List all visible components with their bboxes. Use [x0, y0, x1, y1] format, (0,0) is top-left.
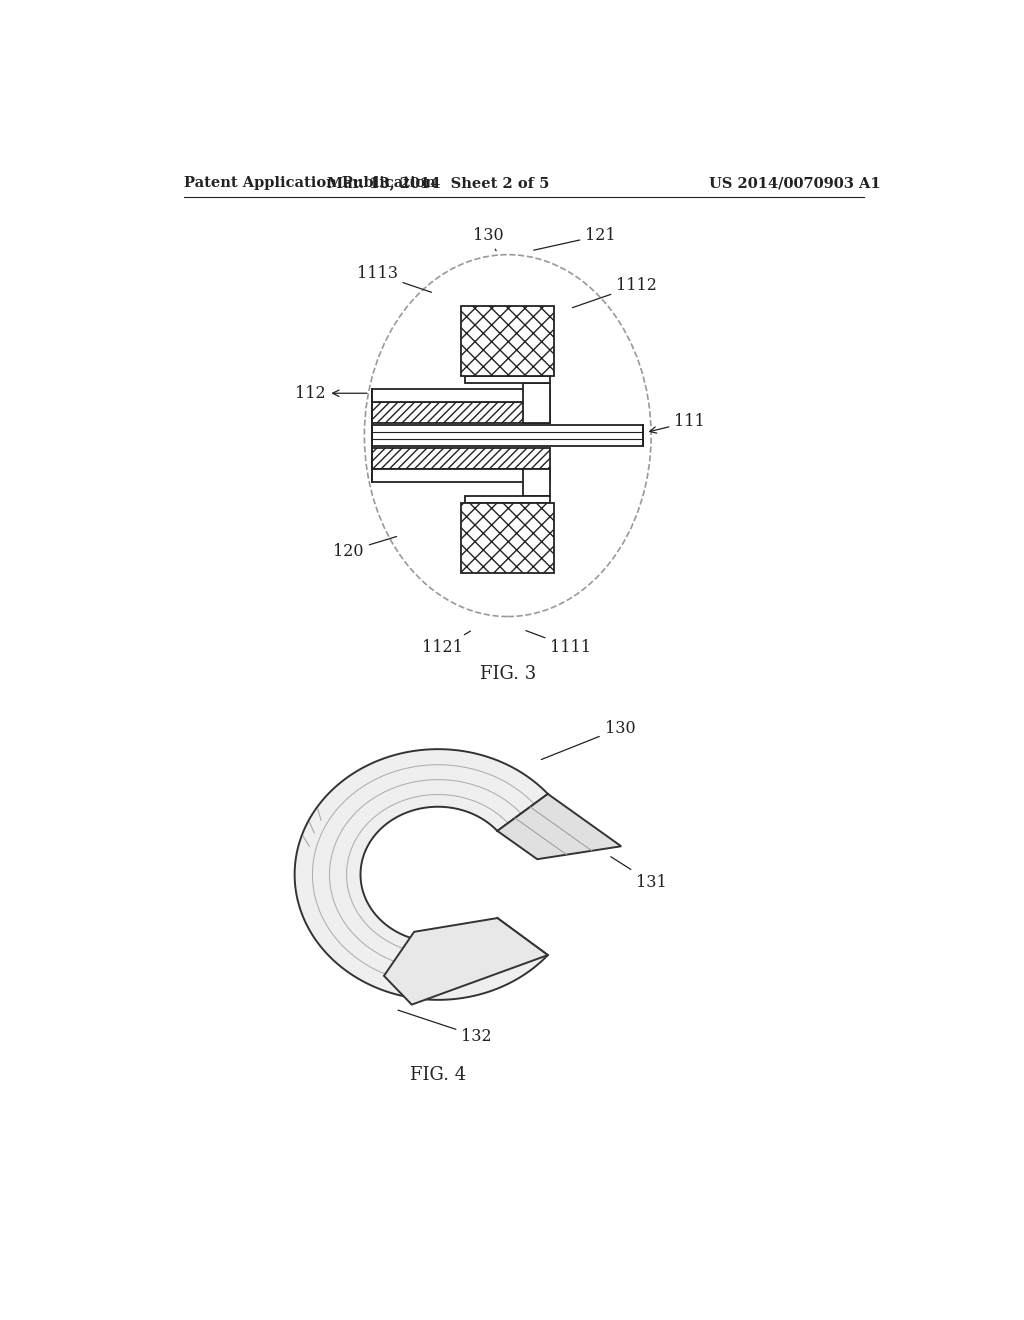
Text: US 2014/0070903 A1: US 2014/0070903 A1: [710, 176, 881, 190]
Text: 111: 111: [650, 413, 706, 433]
Text: FIG. 3: FIG. 3: [479, 665, 536, 684]
Bar: [465, 375, 550, 383]
Bar: [465, 496, 550, 503]
Text: 130: 130: [473, 227, 504, 251]
Text: 121: 121: [534, 227, 615, 251]
Text: 131: 131: [611, 857, 667, 891]
Text: 132: 132: [398, 1010, 492, 1044]
Text: Patent Application Publication: Patent Application Publication: [183, 176, 436, 190]
Bar: [372, 447, 550, 470]
Bar: [372, 470, 550, 482]
Text: FIG. 4: FIG. 4: [410, 1065, 466, 1084]
Text: 112: 112: [295, 384, 367, 401]
Text: 1112: 1112: [572, 277, 657, 308]
Bar: [461, 306, 554, 376]
Text: 1113: 1113: [356, 265, 431, 292]
Bar: [372, 401, 550, 424]
Polygon shape: [384, 917, 548, 1005]
Polygon shape: [295, 750, 548, 999]
Bar: [523, 383, 550, 424]
Text: 130: 130: [542, 719, 635, 759]
Text: 1111: 1111: [526, 631, 592, 656]
Polygon shape: [498, 793, 622, 859]
Text: Mar. 13, 2014  Sheet 2 of 5: Mar. 13, 2014 Sheet 2 of 5: [327, 176, 549, 190]
Text: 1121: 1121: [423, 631, 470, 656]
Bar: [523, 470, 550, 496]
Bar: [372, 425, 643, 446]
Text: 120: 120: [334, 536, 396, 560]
Bar: [372, 389, 550, 401]
Bar: [461, 503, 554, 573]
